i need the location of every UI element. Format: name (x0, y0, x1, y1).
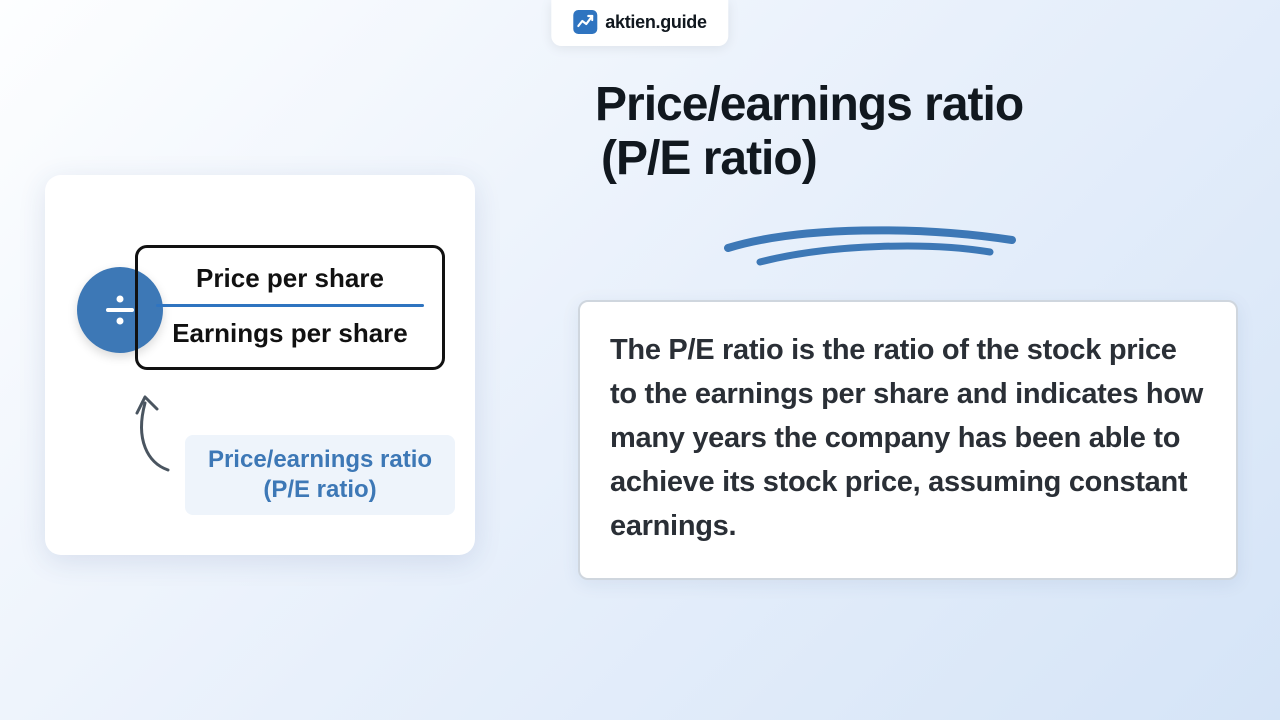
title-block: Price/earnings ratio (P/E ratio) (595, 78, 1215, 186)
underline-swoosh-icon (720, 218, 1020, 273)
title-line1: Price/earnings ratio (595, 78, 1215, 132)
brand-badge: aktien.guide (551, 0, 728, 46)
formula-label-line1: Price/earnings ratio (199, 445, 441, 475)
description-card: The P/E ratio is the ratio of the stock … (578, 300, 1238, 580)
fraction-divider-line (156, 304, 424, 307)
fraction-box: Price per share Earnings per share (135, 245, 445, 370)
title-line2: (P/E ratio) (595, 132, 1215, 186)
fraction-denominator: Earnings per share (156, 317, 424, 351)
fraction-numerator: Price per share (156, 262, 424, 296)
description-text: The P/E ratio is the ratio of the stock … (610, 328, 1206, 548)
hand-arrow-icon (123, 385, 183, 475)
brand-chart-icon (573, 10, 597, 34)
brand-name: aktien.guide (605, 12, 706, 33)
formula-label-line2: (P/E ratio) (199, 475, 441, 505)
formula-label: Price/earnings ratio (P/E ratio) (185, 435, 455, 515)
formula-card: Price per share Earnings per share Price… (45, 175, 475, 555)
